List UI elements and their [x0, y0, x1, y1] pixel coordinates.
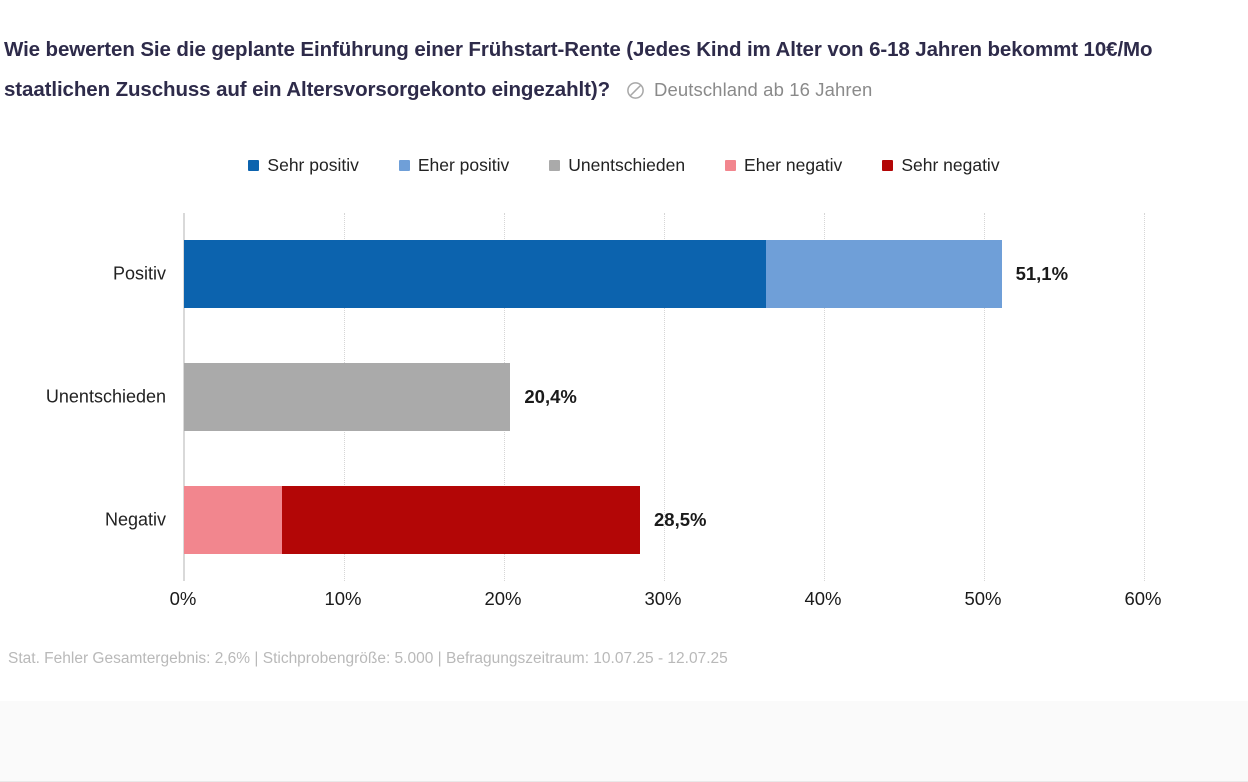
bar-row[interactable]: Positiv 51,1%: [113, 240, 1068, 309]
y-axis-category-label: Unentschieden: [45, 386, 166, 407]
legend-item[interactable]: Unentschieden: [549, 155, 685, 176]
legend-swatch: [725, 160, 737, 171]
gridline: [1144, 213, 1146, 581]
x-axis-tick-label: 30%: [644, 588, 682, 609]
x-axis-tick-label: 20%: [484, 588, 522, 609]
bar-segment[interactable]: [184, 363, 511, 431]
legend-swatch: [248, 160, 260, 171]
legend-item[interactable]: Sehr positiv: [248, 155, 359, 176]
legend-swatch: [398, 160, 410, 171]
page-bottom-band: [0, 700, 1248, 782]
bar-value-label: 51,1%: [1015, 263, 1069, 285]
chart-subtitle-text: Deutschland ab 16 Jahren: [654, 79, 873, 100]
x-axis-tick-label: 0%: [169, 588, 197, 609]
chart-legend: Sehr positiv Eher positiv Unentschieden Ehe…: [0, 155, 1248, 176]
legend-label: Eher positiv: [417, 155, 510, 175]
chart-title-line-2: staatlichen Zuschuss auf ein Altersvorso…: [4, 78, 610, 101]
legend-label: Unentschieden: [568, 155, 686, 175]
legend-item[interactable]: Eher negativ: [725, 155, 842, 176]
bar-segment[interactable]: [184, 240, 767, 309]
bar-segment[interactable]: [281, 485, 640, 554]
x-axis-ticks: 0% 10% 20% 30% 40% 50% 60%: [170, 588, 1162, 616]
x-axis-tick-label: 60%: [1124, 588, 1162, 609]
bar-row[interactable]: Negativ 28,5%: [105, 485, 706, 554]
legend-label: Sehr negativ: [901, 155, 1000, 175]
x-axis-tick-label: 10%: [324, 588, 362, 609]
no-entry-circle-icon: [626, 81, 645, 100]
chart-title-block: Wie bewerten Sie die geplante Einführung…: [0, 30, 1248, 110]
legend-label: Sehr positiv: [267, 155, 359, 175]
gridline: [664, 213, 666, 581]
chart-plot-area: Positiv 51,1% Unentschieden 20,4% Negativ 28,…: [46, 213, 1146, 581]
legend-item[interactable]: Eher positiv: [398, 155, 510, 176]
bar-segment[interactable]: [766, 240, 1002, 309]
bar-value-label: 28,5%: [654, 508, 707, 530]
legend-item[interactable]: Sehr negativ: [882, 155, 1000, 176]
bar-row[interactable]: Unentschieden 20,4%: [46, 363, 577, 431]
chart-footer-note: Stat. Fehler Gesamtergebnis: 2,6% | Stic…: [8, 650, 728, 667]
legend-label: Eher negativ: [744, 155, 843, 175]
chart-subtitle: Deutschland ab 16 Jahren: [626, 70, 872, 110]
x-axis-tick-label: 40%: [804, 588, 842, 609]
bar-segment[interactable]: [184, 485, 282, 554]
legend-swatch: [549, 160, 561, 171]
y-axis-category-label: Positiv: [112, 263, 166, 284]
x-axis-tick-label: 50%: [964, 588, 1002, 609]
bar-value-label: 20,4%: [524, 386, 577, 407]
legend-swatch: [882, 160, 894, 171]
chart-card: Wie bewerten Sie die geplante Einführung…: [0, 30, 1248, 667]
gridline: [824, 213, 826, 581]
gridline: [984, 213, 986, 581]
chart-title-line-1: Wie bewerten Sie die geplante Einführung…: [4, 38, 1153, 61]
y-axis-category-label: Negativ: [104, 509, 166, 530]
